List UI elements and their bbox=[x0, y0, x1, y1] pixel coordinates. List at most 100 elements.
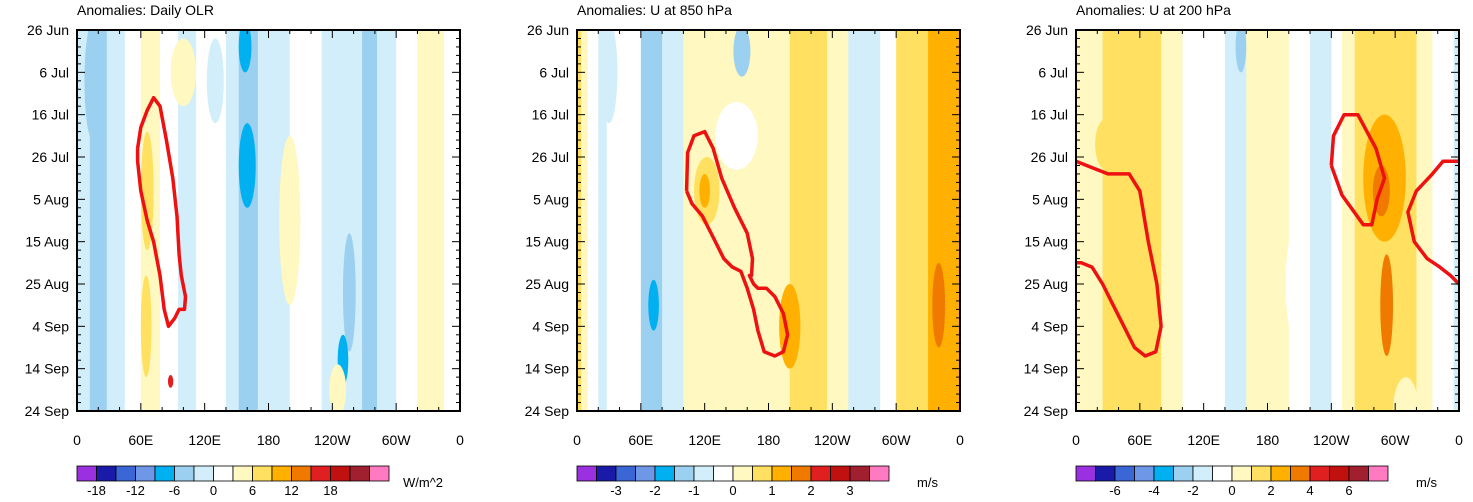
heatmap-patch bbox=[1123, 178, 1146, 306]
panel-title: Anomalies: U at 850 hPa bbox=[577, 2, 732, 18]
y-tick-label: 24 Sep bbox=[25, 403, 70, 419]
x-tick-label: 60W bbox=[882, 432, 912, 448]
colorbar-box bbox=[1153, 465, 1174, 482]
x-tick-label: 120W bbox=[314, 432, 351, 448]
heatmap-band bbox=[1416, 30, 1433, 411]
colorbar-box bbox=[369, 465, 390, 482]
colorbar-box bbox=[76, 465, 97, 482]
heatmap-band bbox=[1453, 30, 1459, 411]
colorbar-label: -3 bbox=[610, 483, 622, 497]
y-tick-label: 26 Jun bbox=[1026, 22, 1068, 38]
colorbar-labels: -6 -4 -2 0 2 4 6 bbox=[1109, 483, 1352, 498]
panel-title: Anomalies: Daily OLR bbox=[77, 2, 214, 18]
colorbar-label: -2 bbox=[1187, 483, 1199, 497]
colorbar-label: -12 bbox=[126, 483, 145, 497]
heatmap-patch bbox=[342, 233, 356, 352]
colorbar-box bbox=[1134, 465, 1155, 482]
heatmap-band bbox=[1432, 30, 1455, 411]
colorbar-box bbox=[232, 465, 253, 482]
colorbar-box bbox=[96, 465, 117, 482]
colorbar-box bbox=[654, 465, 675, 482]
colorbar-label: -4 bbox=[1148, 483, 1160, 497]
x-tick-label: 60W bbox=[382, 432, 412, 448]
y-tick-label: 26 Jul bbox=[32, 149, 69, 165]
heatmap-patch bbox=[170, 38, 197, 107]
significance-contour bbox=[684, 129, 790, 358]
x-tick-label: 180 bbox=[257, 432, 281, 448]
heatmap-band bbox=[581, 30, 589, 411]
y-tick-label: 5 Aug bbox=[1032, 191, 1068, 207]
x-tick-label: 180 bbox=[1256, 432, 1280, 448]
colorbar-box bbox=[271, 465, 292, 482]
x-tick-label: 120E bbox=[688, 432, 721, 448]
colorbar-label: -1 bbox=[688, 483, 700, 497]
heatmap-band bbox=[896, 30, 929, 411]
heatmap-patch bbox=[238, 123, 256, 208]
colorbar-boxes bbox=[1075, 465, 1389, 482]
y-tick-label: 16 Jul bbox=[32, 107, 69, 123]
units-label: m/s bbox=[917, 475, 938, 490]
x-tick-label: 0 bbox=[456, 432, 464, 448]
colorbar-label: 18 bbox=[323, 483, 337, 497]
colorbar-box bbox=[174, 465, 195, 482]
heatmap-patch bbox=[600, 30, 618, 124]
heatmap-patch bbox=[206, 38, 224, 124]
heatmap-patch bbox=[140, 275, 152, 378]
heatmap-band bbox=[640, 30, 663, 411]
y-tick-label: 14 Sep bbox=[25, 361, 70, 377]
colorbar-box bbox=[135, 465, 156, 482]
x-tick-label: 60E bbox=[128, 432, 153, 448]
colorbar-label: 12 bbox=[284, 483, 298, 497]
heatmap-patch bbox=[1380, 254, 1394, 356]
colorbar-box bbox=[1192, 465, 1213, 482]
heatmap-layer bbox=[577, 30, 960, 411]
colorbar-label: 6 bbox=[1345, 483, 1352, 497]
panel-olr: Anomalies: Daily OLR 0 60E 120E 180 120W… bbox=[25, 2, 464, 498]
y-tick-label: 5 Aug bbox=[533, 191, 569, 207]
heatmap-patch bbox=[1285, 233, 1303, 335]
colorbar-box bbox=[1114, 465, 1135, 482]
y-tick-label: 16 Jul bbox=[1031, 107, 1068, 123]
y-axis: 26 Jun 6 Jul 16 Jul 26 Jul 5 Aug 15 Aug … bbox=[25, 22, 70, 419]
colorbar-box bbox=[252, 465, 273, 482]
heatmap-patch bbox=[167, 375, 174, 388]
colorbar-box bbox=[771, 465, 792, 482]
x-axis: 0 60E 120E 180 120W 60W 0 bbox=[1072, 432, 1463, 448]
x-tick-label: 0 bbox=[1072, 432, 1080, 448]
y-tick-label: 16 Jul bbox=[532, 107, 569, 123]
x-tick-label: 0 bbox=[1455, 432, 1463, 448]
heatmap-patch bbox=[329, 364, 347, 411]
colorbar-box bbox=[576, 465, 597, 482]
x-tick-label: 0 bbox=[73, 432, 81, 448]
colorbar-box bbox=[830, 465, 851, 482]
colorbar-box bbox=[1329, 465, 1350, 482]
significance-contour bbox=[135, 95, 188, 329]
contour-layer bbox=[684, 129, 790, 358]
x-tick-label: 180 bbox=[757, 432, 781, 448]
colorbar-label: 4 bbox=[1306, 483, 1313, 497]
heatmap-band bbox=[377, 30, 397, 411]
colorbar-label: 1 bbox=[768, 483, 775, 497]
colorbar-box bbox=[1290, 465, 1311, 482]
heatmap-patch bbox=[279, 135, 301, 306]
colorbar-box bbox=[1231, 465, 1252, 482]
heatmap-layer bbox=[77, 30, 460, 411]
heatmap-band bbox=[1288, 30, 1311, 411]
axis-ticks bbox=[1075, 29, 1460, 412]
y-tick-label: 4 Sep bbox=[32, 318, 69, 334]
colorbar-box bbox=[596, 465, 617, 482]
colorbar-label: 3 bbox=[846, 483, 853, 497]
y-tick-label: 5 Aug bbox=[33, 191, 69, 207]
heatmap-band bbox=[848, 30, 881, 411]
y-tick-label: 4 Sep bbox=[1031, 318, 1068, 334]
y-tick-label: 15 Aug bbox=[1024, 234, 1068, 250]
heatmap-band bbox=[1331, 30, 1343, 411]
heatmap-patch bbox=[1235, 30, 1247, 73]
heatmap-band bbox=[880, 30, 897, 411]
colorbar-box bbox=[193, 465, 214, 482]
colorbar-label: 6 bbox=[249, 483, 256, 497]
colorbar-box bbox=[615, 465, 636, 482]
significance-contour bbox=[1406, 159, 1459, 286]
heatmap-band bbox=[444, 30, 460, 411]
colorbar-box bbox=[1251, 465, 1272, 482]
